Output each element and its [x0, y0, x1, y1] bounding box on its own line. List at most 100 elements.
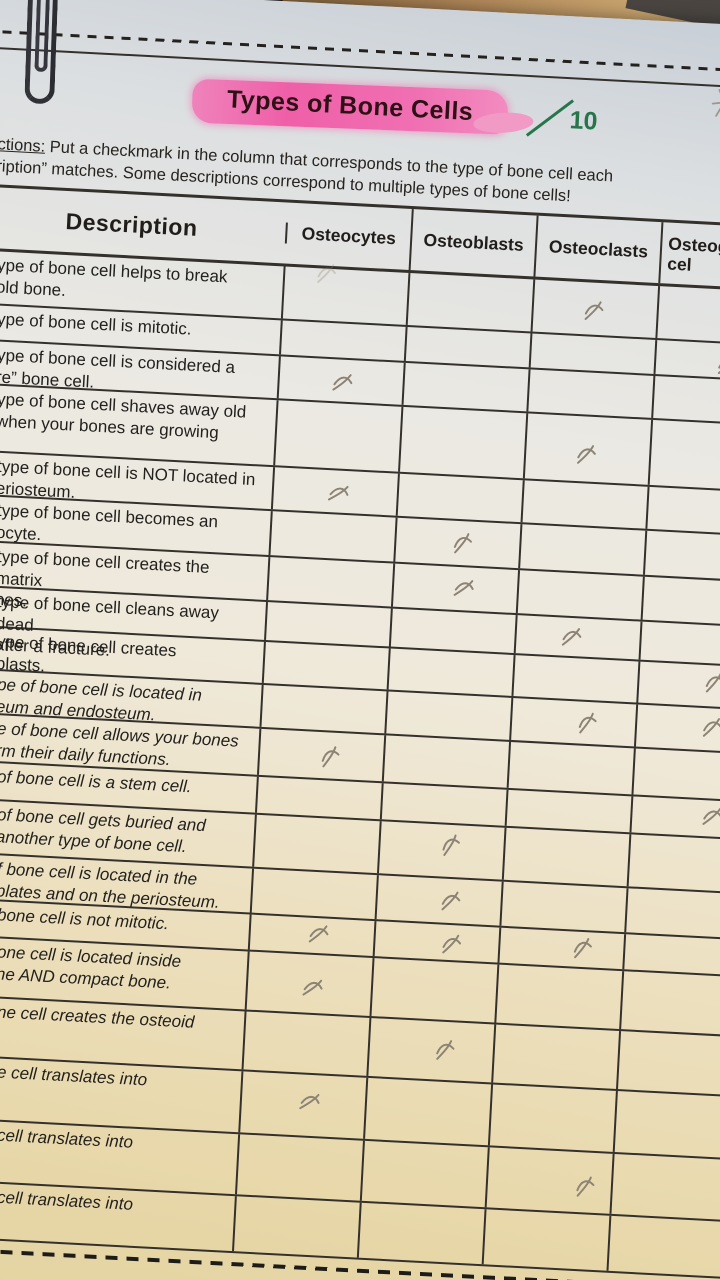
pencil-checkmark-icon: [321, 746, 340, 768]
osteoblasts-cell: [365, 1077, 494, 1146]
header-description: Description: [0, 206, 288, 244]
osteoblasts-cell: [371, 958, 500, 1023]
osteogenic-cell: [650, 420, 720, 492]
osteogenic-cell: [621, 971, 720, 1036]
osteocytes-cell: [261, 684, 389, 734]
pencil-checkmark-icon: [577, 445, 597, 464]
osteocytes-cell: [272, 467, 400, 516]
osteogenic-cell: [629, 834, 720, 893]
osteocytes-cell: [270, 511, 398, 562]
osteoblasts-cell: [392, 563, 521, 614]
grade-value: 10: [568, 106, 599, 136]
grade-slash: [525, 99, 575, 137]
osteoclasts-cell: [499, 927, 627, 970]
osteocytes-cell: [258, 728, 387, 782]
table-row: e cell translates into: [0, 1055, 720, 1161]
pencil-checkmark-icon: [442, 934, 462, 954]
worksheet-title: Types of Bone Cells: [191, 76, 534, 142]
pencil-checkmark-icon: [717, 355, 720, 374]
osteoblasts-cell: [390, 608, 518, 654]
header-osteocytes: Osteocytes: [285, 202, 414, 271]
osteogenic-cell: [631, 796, 720, 839]
osteoblasts-cell: [374, 921, 502, 963]
paperclip: [22, 0, 66, 113]
osteoblasts-cell: [376, 875, 504, 926]
osteoblasts-cell: [405, 326, 533, 368]
osteoblasts-cell: [378, 821, 507, 880]
osteoclasts-cell: [532, 279, 661, 339]
osteocytes-cell: [266, 602, 393, 647]
osteogenic-cell: [633, 749, 720, 802]
cut-line-top: [0, 25, 720, 77]
osteocytes-cell: [275, 400, 404, 472]
header-osteogenic: Osteog cel: [660, 222, 720, 290]
osteocytes-cell: [249, 914, 377, 957]
osteoclasts-cell: [489, 1084, 618, 1152]
osteoclasts-cell: [493, 1024, 622, 1090]
osteocytes-cell: [278, 356, 406, 405]
osteoclasts-cell: [515, 615, 643, 660]
table-row: cell translates into: [0, 1118, 720, 1223]
pencil-checkmark-icon: [436, 1040, 455, 1061]
pencil-checkmark-icon: [302, 979, 323, 996]
osteogenic-cell: [645, 531, 720, 582]
table-row: of bone cell is a stem cell.: [0, 760, 720, 842]
osteoclasts-cell: [528, 369, 656, 418]
osteogenic-cell: [626, 888, 720, 939]
pencil-checkmark-icon: [332, 374, 352, 391]
osteocytes-cell: [268, 557, 396, 607]
table-row: pe of bone cell is located in eum and end…: [0, 668, 720, 756]
osteoblasts-cell: [403, 362, 531, 412]
table-row: one cell is located inside ne AND compact…: [0, 935, 720, 1039]
pencil-checkmark-icon: [584, 300, 604, 320]
osteoclasts-cell: [511, 698, 639, 747]
pencil-checkmark-icon: [578, 713, 597, 734]
table-row: type of bone cell becomes an ocyte.: [0, 494, 720, 584]
pencil-checkmark-icon: [298, 1093, 320, 1109]
osteoclasts-cell: [496, 964, 625, 1030]
osteogenic-cell: [611, 1154, 720, 1221]
osteoclasts-cell: [522, 480, 650, 529]
pencil-star-doodle: [711, 89, 720, 118]
osteoclasts-cell: [513, 655, 641, 703]
table-row: f bone cell is located in the plates and …: [0, 852, 720, 942]
header-osteoclasts: Osteoclasts: [535, 215, 664, 284]
osteocytes-cell: [240, 1071, 369, 1139]
osteocytes-cell: [236, 1134, 365, 1201]
osteocytes-cell: [246, 951, 375, 1017]
osteocytes-cell: [251, 868, 379, 920]
osteogenic-cell: [641, 622, 720, 667]
osteoblasts-cell: [361, 1140, 490, 1208]
table-row: ype of bone cell helps to break old bone.: [0, 250, 720, 348]
osteoblasts-cell: [407, 273, 536, 332]
osteocytes-cell: [282, 264, 411, 325]
osteocytes-cell: [263, 642, 391, 690]
osteogenic-cell: [647, 487, 720, 536]
table-row: bone cell is not mitotic.: [0, 898, 720, 979]
osteoblasts-cell: [358, 1202, 487, 1265]
osteocytes-cell: [256, 776, 384, 820]
bone-cells-table: Description Osteocytes Osteoblasts Osteo…: [0, 183, 720, 1280]
table-row: ype of bone cell is considered a re” bone…: [0, 340, 720, 427]
pencil-checkmark-icon: [328, 485, 349, 501]
osteoblasts-cell: [386, 691, 514, 740]
instructions-label: ctions:: [0, 135, 46, 156]
pencil-checkmark-icon: [316, 264, 336, 283]
osteogenic-cell: [618, 1031, 720, 1096]
table-row: type of bone cell is NOT located in erios…: [0, 451, 720, 538]
osteoblasts-cell: [400, 406, 529, 479]
osteogenic-cell: [615, 1091, 720, 1159]
osteoclasts-cell: [530, 333, 658, 375]
osteoclasts-cell: [506, 789, 634, 833]
pencil-checkmark-icon: [454, 532, 473, 554]
osteogenic-cell: [636, 705, 720, 754]
table-row: ne cell creates the osteoid: [0, 995, 720, 1099]
osteoclasts-cell: [486, 1147, 615, 1214]
pencil-checkmark-icon: [702, 808, 720, 826]
osteogenic-cell: [638, 662, 720, 710]
osteocytes-cell: [234, 1196, 362, 1258]
table-row: e of bone cell allows your bones rm their…: [0, 712, 720, 804]
header-osteogenic-line2: cel: [666, 253, 693, 275]
